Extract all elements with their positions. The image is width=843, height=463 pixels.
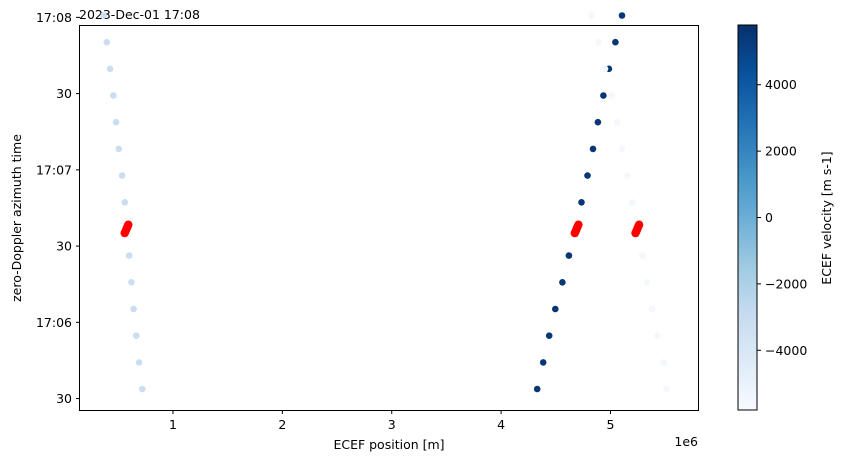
data-point-s0-12: [103, 38, 111, 46]
colorbar-tick-label: −2000: [765, 276, 807, 291]
data-point-s2-3: [648, 305, 656, 313]
colorbar-ticks: 4000 2000 0 −2000 −4000: [757, 77, 807, 358]
data-point-s0-2: [133, 332, 140, 340]
highlight-point: [574, 220, 583, 229]
data-point-s1-3: [552, 305, 559, 313]
colorbar-tick-label: 4000: [765, 77, 797, 92]
data-point-s1-8: [589, 145, 597, 153]
data-point-s0-3: [130, 305, 137, 313]
y-axis-label: zero-Doppler azimuth time: [9, 134, 24, 302]
data-point-s2-10: [608, 92, 615, 99]
data-point-s0-7: [118, 172, 126, 179]
data-point-s1-2: [545, 332, 553, 340]
y-tick-label: 30: [56, 239, 72, 254]
data-point-s2-0: [663, 385, 670, 393]
colorbar-tick-label: −4000: [765, 343, 807, 358]
data-point-s0-8: [115, 145, 123, 153]
highlight-layer: [120, 220, 644, 238]
x-tick-label: 3: [388, 417, 396, 432]
plot-frame: [79, 25, 699, 411]
data-point-s0-10: [110, 92, 117, 99]
data-point-s0-11: [106, 65, 114, 73]
y-tick-label: 17:08: [36, 10, 72, 25]
data-point-s1-1: [539, 359, 547, 366]
data-point-s2-13: [588, 12, 595, 19]
points-layer: [100, 12, 670, 393]
data-point-s0-13: [100, 12, 107, 19]
x-tick-label: 2: [278, 417, 286, 432]
colorbar-tick-label: 0: [765, 210, 773, 225]
y-axis-ticks: 30 17:06 30 17:07 30 17:08: [36, 10, 80, 406]
data-point-s1-10: [600, 92, 607, 99]
y-tick-label: 17:07: [36, 162, 72, 177]
data-point-s2-2: [654, 332, 661, 340]
x-tick-label: 4: [497, 417, 505, 432]
x-tick-label: 5: [607, 417, 615, 432]
data-point-s1-5: [565, 252, 573, 259]
data-point-s1-13: [618, 12, 626, 19]
data-point-s2-7: [624, 172, 631, 179]
colorbar-tick-label: 2000: [765, 144, 797, 159]
data-point-s2-8: [618, 145, 626, 153]
data-point-s0-6: [121, 199, 129, 206]
chart-title: 2023-Dec-01 17:08: [79, 7, 200, 22]
data-point-s0-1: [135, 359, 143, 366]
x-axis-ticks: 1 2 3 4 5: [169, 410, 614, 432]
colorbar: [737, 24, 758, 411]
data-point-s1-4: [559, 279, 566, 286]
data-point-s2-5: [638, 252, 646, 259]
data-point-s0-9: [112, 118, 120, 126]
data-point-s1-9: [594, 118, 602, 126]
data-point-s2-1: [660, 359, 667, 366]
data-point-s0-5: [125, 252, 133, 259]
data-point-s2-4: [643, 279, 651, 286]
y-tick-label: 30: [56, 86, 72, 101]
x-axis-label: ECEF position [m]: [333, 437, 444, 452]
data-point-s2-11: [601, 65, 609, 73]
y-tick-label: 17:06: [36, 315, 72, 330]
colorbar-label: ECEF velocity [m s-1]: [819, 151, 834, 284]
highlight-point: [124, 220, 133, 229]
data-point-s1-6: [578, 199, 585, 206]
x-offset-label: 1e6: [674, 434, 698, 449]
data-point-s0-0: [139, 385, 146, 393]
data-point-s1-0: [533, 385, 541, 393]
highlight-cluster-1: [570, 220, 583, 238]
data-point-s1-12: [612, 38, 619, 46]
data-point-s2-9: [613, 118, 621, 126]
data-point-s1-7: [584, 172, 591, 179]
highlight-cluster-2: [631, 220, 644, 238]
highlight-point: [634, 220, 644, 229]
highlight-cluster-0: [120, 220, 133, 238]
x-tick-label: 1: [169, 417, 177, 432]
data-point-s2-6: [629, 199, 636, 206]
data-point-s0-4: [128, 279, 135, 286]
data-point-s2-12: [595, 38, 602, 46]
y-tick-label: 30: [56, 391, 72, 406]
